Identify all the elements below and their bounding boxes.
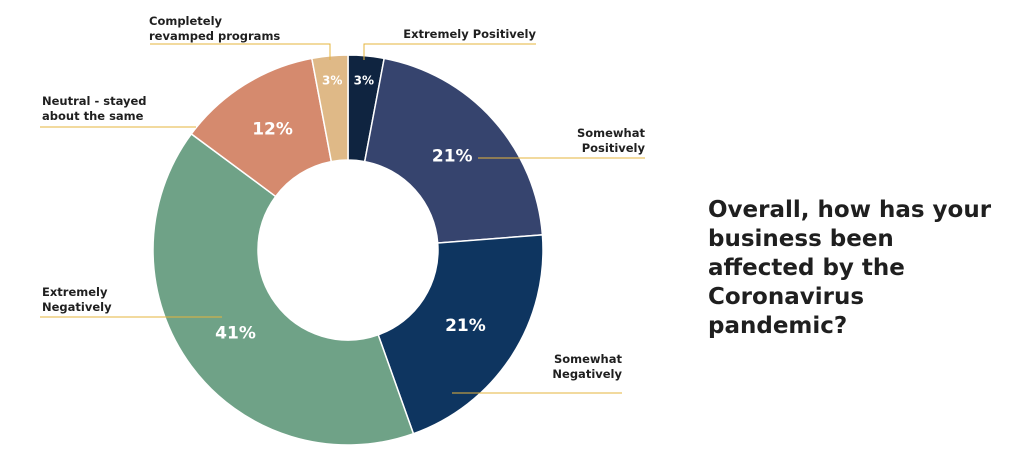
value-label-neutral: 12% [252, 120, 293, 140]
slice-somewhat-negatively [377, 234, 544, 435]
slice-extremely-negatively [152, 132, 415, 446]
value-label-completely-revamped: 3% [322, 74, 342, 88]
value-label-extremely-negatively: 41% [215, 323, 256, 343]
leader-line-extremely-positively [363, 43, 536, 60]
donut-chart: 3% 21% 21% 41% 12% 3% Extremely Positively Some… [40, 14, 646, 446]
slice-somewhat-positively [363, 57, 544, 244]
category-label-extremely-positively: Extremely Positively [403, 27, 536, 41]
category-label-completely-revamped: Completely revamped programs [149, 14, 280, 43]
value-label-somewhat-positively: 21% [432, 147, 473, 167]
slice-completely-revamped [310, 54, 349, 163]
leader-line-completely-revamped [150, 43, 331, 60]
chart-title: Overall, how has your business been affe… [708, 197, 992, 339]
category-label-somewhat-positively: Somewhat Positively [577, 126, 646, 155]
value-label-somewhat-negatively: 21% [445, 316, 486, 336]
category-label-extremely-negatively: Extremely Negatively [42, 285, 112, 314]
category-label-neutral: Neutral - stayed about the same [42, 94, 147, 123]
category-label-somewhat-negatively: Somewhat Negatively [552, 352, 622, 381]
value-label-extremely-positively: 3% [354, 74, 374, 88]
